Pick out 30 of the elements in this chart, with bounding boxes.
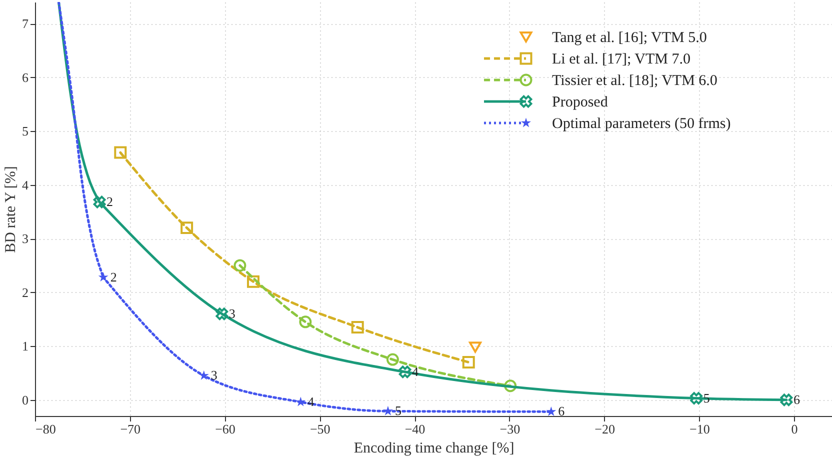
x-tick-label: −10 xyxy=(689,422,710,436)
x-tick-label: −20 xyxy=(594,422,615,436)
x-tick-label: −30 xyxy=(500,422,520,436)
annotation: 3 xyxy=(210,368,218,383)
x-tick-label: −40 xyxy=(404,422,426,436)
y-tick-label: 6 xyxy=(22,70,29,85)
legend-label: Optimal parameters (50 frms) xyxy=(552,116,731,132)
annotation: 6 xyxy=(793,392,800,407)
legend-label: Li et al. [17]; VTM 7.0 xyxy=(552,52,690,68)
y-tick-label: 7 xyxy=(22,16,29,32)
x-tick-label: −60 xyxy=(215,422,236,436)
x-tick-label: −50 xyxy=(310,422,330,436)
legend-label: Tang et al. [16]; VTM 5.0 xyxy=(552,30,707,46)
legend-label: Proposed xyxy=(552,94,608,110)
y-tick-label: 0 xyxy=(22,392,28,408)
y-tick-label: 1 xyxy=(22,338,28,354)
y-tick-label: 3 xyxy=(22,231,28,246)
annotation: 6 xyxy=(558,404,566,419)
y-tick-label: 4 xyxy=(22,177,29,192)
x-axis-title: Encoding time change [%] xyxy=(354,440,514,456)
y-tick-label: 5 xyxy=(22,124,28,139)
y-axis-title: BD rate Y [%] xyxy=(3,166,19,253)
x-tick-label: −70 xyxy=(120,422,141,436)
legend-label: Tissier et al. [18]; VTM 6.0 xyxy=(552,73,718,89)
annotation: 2 xyxy=(110,269,117,284)
x-tick-label: 0 xyxy=(791,422,798,436)
annotation: 3 xyxy=(228,306,236,321)
y-tick-label: 2 xyxy=(22,284,28,300)
x-tick-label: −80 xyxy=(36,422,56,436)
annotation: 2 xyxy=(106,194,114,210)
